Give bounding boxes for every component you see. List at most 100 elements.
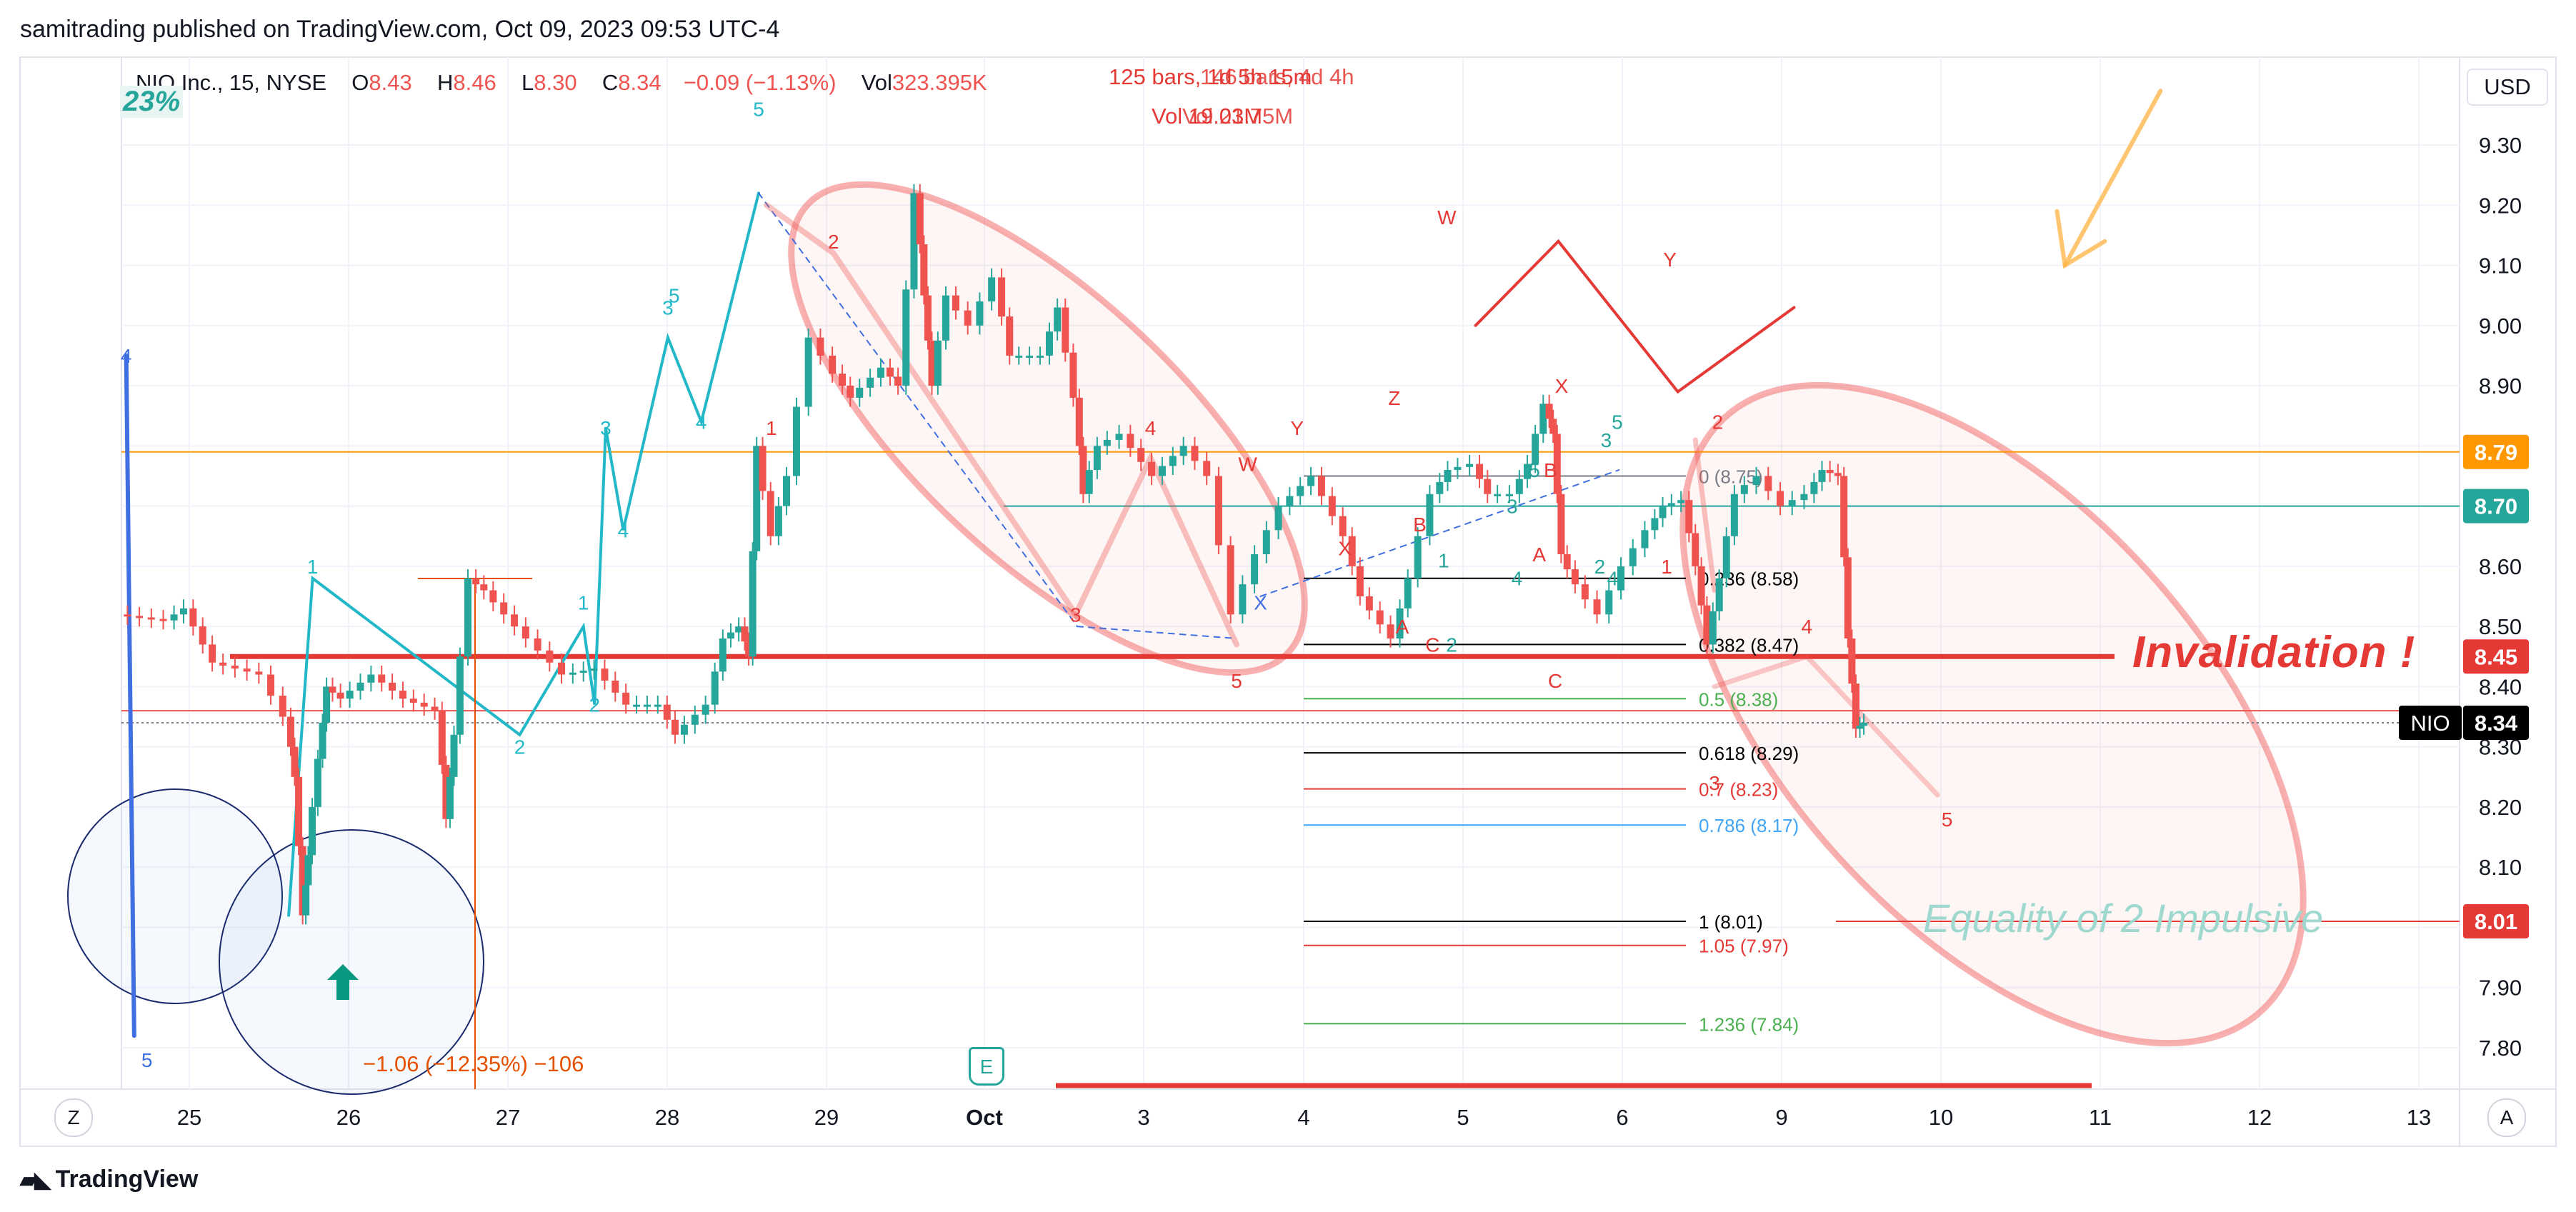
candle-body: [1158, 466, 1166, 476]
candle-body: [1239, 584, 1247, 615]
candle-body: [1860, 722, 1868, 726]
wave-label: X: [1338, 538, 1352, 560]
candle-body: [1752, 476, 1760, 486]
fib-label: 0.7 (8.23): [1699, 779, 1778, 801]
candle-body: [209, 644, 216, 663]
highlight-ellipses: [67, 181, 2307, 1095]
candle-body: [399, 691, 406, 699]
candle-body: [753, 446, 761, 551]
candle-body: [438, 711, 446, 765]
time-axis[interactable]: 25 26 27 28 29 Oct 3 4 5 6 9 10 11 12 13: [177, 1105, 2431, 1130]
time-tick-label: 29: [814, 1105, 839, 1130]
candle-body: [1677, 500, 1685, 504]
candle-body: [309, 806, 316, 856]
published-header: samitrading published on TradingView.com…: [20, 16, 780, 43]
candle-body: [611, 680, 619, 693]
wave-label: 2: [1446, 633, 1457, 656]
candle-body: [1214, 476, 1222, 546]
candle-body: [1605, 590, 1613, 615]
candle-body: [1036, 355, 1044, 358]
candle-body: [336, 692, 344, 699]
candle-body: [1317, 476, 1325, 496]
candle-body: [976, 301, 984, 326]
candle-body: [378, 674, 386, 683]
price-tick-label: 8.50: [2479, 614, 2522, 639]
candle-body: [671, 719, 679, 735]
candle-body: [1788, 500, 1796, 506]
fib-label: 0.5 (8.38): [1699, 688, 1778, 710]
candle-body: [1137, 448, 1145, 462]
symbol-badge-bg: [2399, 705, 2462, 740]
currency-button[interactable]: USD: [2467, 69, 2548, 106]
wave-label: 5: [753, 98, 764, 120]
candle-body: [886, 367, 894, 377]
volume-value: 323.395K: [892, 70, 987, 95]
candle-body: [1557, 494, 1565, 555]
candle-body: [1800, 494, 1808, 501]
candle-body: [1365, 596, 1373, 611]
candle-body: [299, 846, 306, 916]
candle-body: [1523, 464, 1531, 479]
candle-body: [1436, 481, 1444, 494]
fib-label: 1.05 (7.97): [1699, 936, 1789, 957]
equality-label: Equality of 2 Impulsive: [1923, 896, 2324, 941]
candle-body: [902, 289, 910, 386]
tradingview-logo[interactable]: ▰◣ TradingView: [20, 1166, 198, 1193]
candle-body: [735, 626, 743, 633]
auto-scale-button[interactable]: A: [2487, 1098, 2526, 1137]
wave-label: 3: [1601, 429, 1612, 451]
candle-body: [1617, 566, 1624, 591]
symbol-badge-label: NIO: [2410, 711, 2450, 736]
candle-body: [219, 662, 227, 666]
candle-body: [829, 355, 837, 374]
candle-body: [920, 244, 928, 296]
price-axis[interactable]: 9.309.209.109.008.908.808.708.608.508.40…: [2479, 133, 2522, 1061]
candle-body: [934, 340, 942, 386]
candle-body: [847, 386, 854, 398]
candle-body: [159, 618, 167, 621]
candle-body: [1776, 491, 1784, 506]
zoom-button[interactable]: Z: [54, 1098, 93, 1137]
candle-body: [1545, 404, 1553, 419]
candle-body: [1079, 446, 1087, 494]
candle-body: [1444, 470, 1452, 482]
candle-body: [1127, 434, 1134, 449]
wave-label: B: [1413, 514, 1427, 536]
wave-label: 5: [1529, 459, 1540, 481]
candle-body: [1844, 557, 1852, 638]
candle-body: [569, 672, 576, 675]
candle-body: [1484, 479, 1492, 494]
candle-body: [231, 665, 239, 669]
candle-body: [1494, 494, 1502, 496]
candle-body: [295, 776, 303, 846]
candle-body: [1852, 683, 1859, 729]
candle-body: [839, 374, 847, 386]
corner-percent: 23%: [120, 86, 184, 118]
high-value: 8.46: [453, 70, 496, 95]
candle-body: [1651, 518, 1659, 531]
wave-label: X: [1254, 591, 1267, 613]
candle-body: [1709, 611, 1717, 645]
time-tick-label: 25: [177, 1105, 201, 1130]
candle-body: [1115, 434, 1123, 440]
price-badge-bg: [2463, 705, 2529, 740]
candle-body: [1328, 496, 1336, 516]
candle-body: [702, 704, 709, 715]
candle-body: [420, 702, 428, 707]
price-tick-label: 8.60: [2479, 554, 2522, 579]
candle-body: [521, 626, 529, 638]
earnings-event-button[interactable]: E: [969, 1047, 1004, 1086]
red-projection-line: [1712, 653, 1940, 798]
wave-label: 3: [1070, 604, 1082, 626]
wave-label: 2: [514, 736, 526, 758]
candle-body: [329, 686, 336, 693]
candle-body: [1466, 464, 1474, 467]
tv-logo-icon: ▰◣: [20, 1168, 51, 1192]
candle-body: [1387, 624, 1394, 638]
candle-body: [767, 491, 774, 536]
price-badge-bg: [2463, 489, 2529, 524]
range-info-volume-overlap: Vol 21.75M: [1182, 104, 1294, 129]
candle-body: [534, 638, 541, 651]
candle-body: [1553, 434, 1561, 494]
